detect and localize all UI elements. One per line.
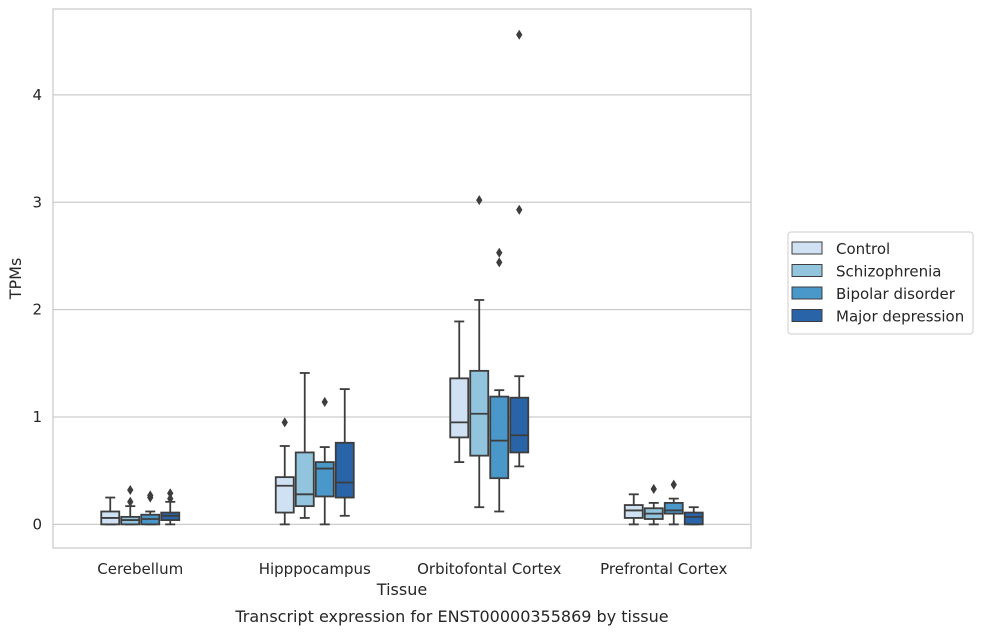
- outlier-marker: [167, 488, 174, 499]
- outlier-marker: [516, 204, 523, 215]
- box-major-depression: [683, 506, 704, 526]
- legend-label: Bipolar disorder: [836, 285, 956, 303]
- legend-swatch: [791, 241, 823, 255]
- legend: Control Schizophrenia Bipolar disorder Majo…: [787, 231, 974, 335]
- legend-frame: [787, 231, 974, 335]
- outlier-marker: [127, 496, 134, 507]
- box-schizophrenia: [120, 484, 141, 526]
- outlier-marker: [670, 479, 677, 490]
- box-control: [449, 320, 470, 464]
- box-iqr: [294, 451, 315, 508]
- legend-label: Major depression: [836, 308, 964, 326]
- legend-label: Schizophrenia: [836, 263, 941, 281]
- x-tick-label: Cerebellum: [97, 560, 183, 578]
- box-iqr: [683, 511, 704, 526]
- legend-swatch: [791, 286, 823, 300]
- box-iqr: [334, 441, 355, 499]
- x-tick-labels: Cerebellum Hipppocampus Orbitofontal Corte…: [97, 560, 727, 578]
- plot-frame: [52, 8, 752, 549]
- outlier-marker: [167, 493, 174, 504]
- box-control: [100, 496, 121, 526]
- box-iqr: [449, 377, 470, 439]
- x-tick-label: Orbitofontal Cortex: [417, 560, 561, 578]
- box-schizophrenia: [294, 372, 315, 519]
- box-major-depression: [334, 388, 355, 517]
- box-control: [274, 417, 295, 526]
- legend-swatch: [791, 264, 823, 277]
- x-tick-label: Prefrontal Cortex: [600, 560, 727, 578]
- grid-lines: [53, 94, 751, 525]
- box-iqr: [509, 396, 530, 454]
- outlier-marker: [650, 483, 657, 494]
- box-iqr: [314, 461, 335, 498]
- x-tick-label: Hipppocampus: [259, 560, 371, 578]
- box-bipolar-disorder: [663, 479, 684, 526]
- outlier-marker: [147, 490, 154, 501]
- box-iqr: [663, 502, 684, 515]
- y-axis-label: TPMs: [6, 258, 25, 301]
- outlier-marker: [496, 257, 503, 268]
- outlier-marker: [476, 195, 483, 206]
- y-tick-label: 0: [32, 515, 42, 533]
- y-tick-label: 1: [32, 408, 42, 426]
- boxes: [100, 29, 704, 526]
- box-bipolar-disorder: [314, 396, 335, 526]
- x-axis-label: Tissue: [376, 580, 427, 599]
- box-major-depression: [509, 29, 530, 468]
- box-bipolar-disorder: [489, 247, 510, 513]
- chart-caption: Transcript expression for ENST0000035586…: [234, 607, 668, 626]
- y-tick-label: 3: [32, 193, 42, 211]
- box-iqr: [489, 395, 510, 480]
- box-schizophrenia: [643, 483, 664, 526]
- outlier-marker: [496, 247, 503, 258]
- y-tick-labels: 0 1 2 3 4: [32, 86, 42, 533]
- outlier-marker: [127, 484, 134, 496]
- outlier-marker: [516, 29, 523, 40]
- box-bipolar-disorder: [140, 490, 161, 526]
- legend-label: Control: [836, 240, 890, 258]
- outlier-marker: [321, 396, 328, 408]
- legend-swatch: [791, 309, 823, 322]
- box-iqr: [623, 504, 644, 519]
- box-major-depression: [160, 488, 181, 526]
- box-schizophrenia: [469, 195, 490, 509]
- y-tick-label: 2: [32, 301, 42, 319]
- box-iqr: [274, 476, 295, 514]
- y-tick-label: 4: [32, 86, 42, 104]
- outlier-marker: [281, 417, 288, 428]
- box-control: [623, 493, 644, 526]
